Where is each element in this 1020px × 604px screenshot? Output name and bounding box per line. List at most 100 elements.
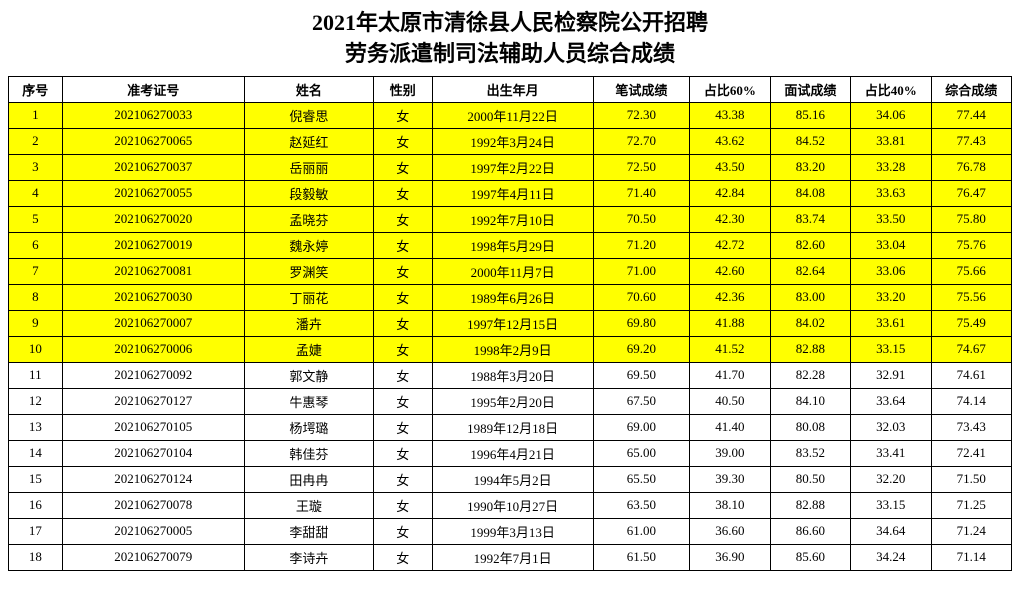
col-examid: 准考证号: [62, 76, 244, 102]
table-cell: 2: [9, 128, 63, 154]
table-cell: 王璇: [244, 492, 373, 518]
table-cell: 202106270005: [62, 518, 244, 544]
table-cell: 63.50: [593, 492, 690, 518]
table-cell: 牛惠琴: [244, 388, 373, 414]
table-header-row: 序号 准考证号 姓名 性别 出生年月 笔试成绩 占比60% 面试成绩 占比40%…: [9, 76, 1012, 102]
table-cell: 74.61: [931, 362, 1012, 388]
table-cell: 75.80: [931, 206, 1012, 232]
table-cell: 女: [373, 206, 432, 232]
table-cell: 42.84: [690, 180, 770, 206]
table-cell: 1988年3月20日: [432, 362, 593, 388]
table-cell: 杨堮璐: [244, 414, 373, 440]
table-cell: 76.47: [931, 180, 1012, 206]
table-cell: 61.50: [593, 544, 690, 570]
table-cell: 42.36: [690, 284, 770, 310]
table-cell: 39.00: [690, 440, 770, 466]
table-cell: 43.38: [690, 102, 770, 128]
table-cell: 36.60: [690, 518, 770, 544]
table-row: 15202106270124田冉冉女1994年5月2日65.5039.3080.…: [9, 466, 1012, 492]
table-cell: 202106270033: [62, 102, 244, 128]
table-cell: 42.72: [690, 232, 770, 258]
table-cell: 2000年11月22日: [432, 102, 593, 128]
table-cell: 33.04: [851, 232, 931, 258]
table-cell: 74.67: [931, 336, 1012, 362]
table-cell: 202106270037: [62, 154, 244, 180]
table-cell: 33.81: [851, 128, 931, 154]
table-cell: 1997年2月22日: [432, 154, 593, 180]
col-interview: 面试成绩: [770, 76, 850, 102]
table-cell: 85.16: [770, 102, 850, 128]
table-cell: 75.66: [931, 258, 1012, 284]
table-cell: 女: [373, 310, 432, 336]
table-cell: 1997年12月15日: [432, 310, 593, 336]
table-cell: 33.41: [851, 440, 931, 466]
col-name: 姓名: [244, 76, 373, 102]
table-cell: 202106270065: [62, 128, 244, 154]
table-cell: 丁丽花: [244, 284, 373, 310]
table-cell: 女: [373, 466, 432, 492]
table-cell: 7: [9, 258, 63, 284]
table-cell: 84.02: [770, 310, 850, 336]
table-cell: 32.20: [851, 466, 931, 492]
table-cell: 33.15: [851, 492, 931, 518]
table-cell: 82.88: [770, 336, 850, 362]
table-cell: 71.14: [931, 544, 1012, 570]
table-cell: 1997年4月11日: [432, 180, 593, 206]
score-table: 序号 准考证号 姓名 性别 出生年月 笔试成绩 占比60% 面试成绩 占比40%…: [8, 76, 1012, 571]
table-row: 6202106270019魏永婷女1998年5月29日71.2042.7282.…: [9, 232, 1012, 258]
table-cell: 18: [9, 544, 63, 570]
table-cell: 71.00: [593, 258, 690, 284]
table-cell: 202106270105: [62, 414, 244, 440]
table-cell: 70.60: [593, 284, 690, 310]
table-cell: 5: [9, 206, 63, 232]
table-cell: 岳丽丽: [244, 154, 373, 180]
table-cell: 43.62: [690, 128, 770, 154]
table-cell: 34.24: [851, 544, 931, 570]
table-cell: 8: [9, 284, 63, 310]
table-cell: 75.56: [931, 284, 1012, 310]
col-pct40: 占比40%: [851, 76, 931, 102]
table-row: 3202106270037岳丽丽女1997年2月22日72.5043.5083.…: [9, 154, 1012, 180]
table-row: 18202106270079李诗卉女1992年7月1日61.5036.9085.…: [9, 544, 1012, 570]
table-cell: 82.60: [770, 232, 850, 258]
table-cell: 72.50: [593, 154, 690, 180]
table-cell: 83.00: [770, 284, 850, 310]
table-cell: 69.00: [593, 414, 690, 440]
table-cell: 69.80: [593, 310, 690, 336]
table-cell: 77.44: [931, 102, 1012, 128]
table-cell: 1999年3月13日: [432, 518, 593, 544]
table-cell: 33.63: [851, 180, 931, 206]
table-row: 12202106270127牛惠琴女1995年2月20日67.5040.5084…: [9, 388, 1012, 414]
table-cell: 202106270007: [62, 310, 244, 336]
table-cell: 6: [9, 232, 63, 258]
table-cell: 67.50: [593, 388, 690, 414]
col-pct60: 占比60%: [690, 76, 770, 102]
table-cell: 段毅敏: [244, 180, 373, 206]
table-cell: 202106270020: [62, 206, 244, 232]
table-cell: 女: [373, 440, 432, 466]
table-cell: 女: [373, 284, 432, 310]
table-cell: 33.06: [851, 258, 931, 284]
table-cell: 72.30: [593, 102, 690, 128]
table-cell: 34.64: [851, 518, 931, 544]
table-cell: 33.20: [851, 284, 931, 310]
table-cell: 倪睿思: [244, 102, 373, 128]
table-cell: 202106270124: [62, 466, 244, 492]
table-cell: 39.30: [690, 466, 770, 492]
table-row: 9202106270007潘卉女1997年12月15日69.8041.8884.…: [9, 310, 1012, 336]
table-cell: 202106270030: [62, 284, 244, 310]
table-cell: 75.76: [931, 232, 1012, 258]
table-cell: 202106270081: [62, 258, 244, 284]
table-cell: 33.61: [851, 310, 931, 336]
col-seq: 序号: [9, 76, 63, 102]
table-cell: 84.08: [770, 180, 850, 206]
col-gender: 性别: [373, 76, 432, 102]
table-cell: 33.15: [851, 336, 931, 362]
table-cell: 80.50: [770, 466, 850, 492]
table-cell: 1992年3月24日: [432, 128, 593, 154]
table-row: 10202106270006孟婕女1998年2月9日69.2041.5282.8…: [9, 336, 1012, 362]
table-row: 16202106270078王璇女1990年10月27日63.5038.1082…: [9, 492, 1012, 518]
table-cell: 12: [9, 388, 63, 414]
table-cell: 9: [9, 310, 63, 336]
table-cell: 71.25: [931, 492, 1012, 518]
